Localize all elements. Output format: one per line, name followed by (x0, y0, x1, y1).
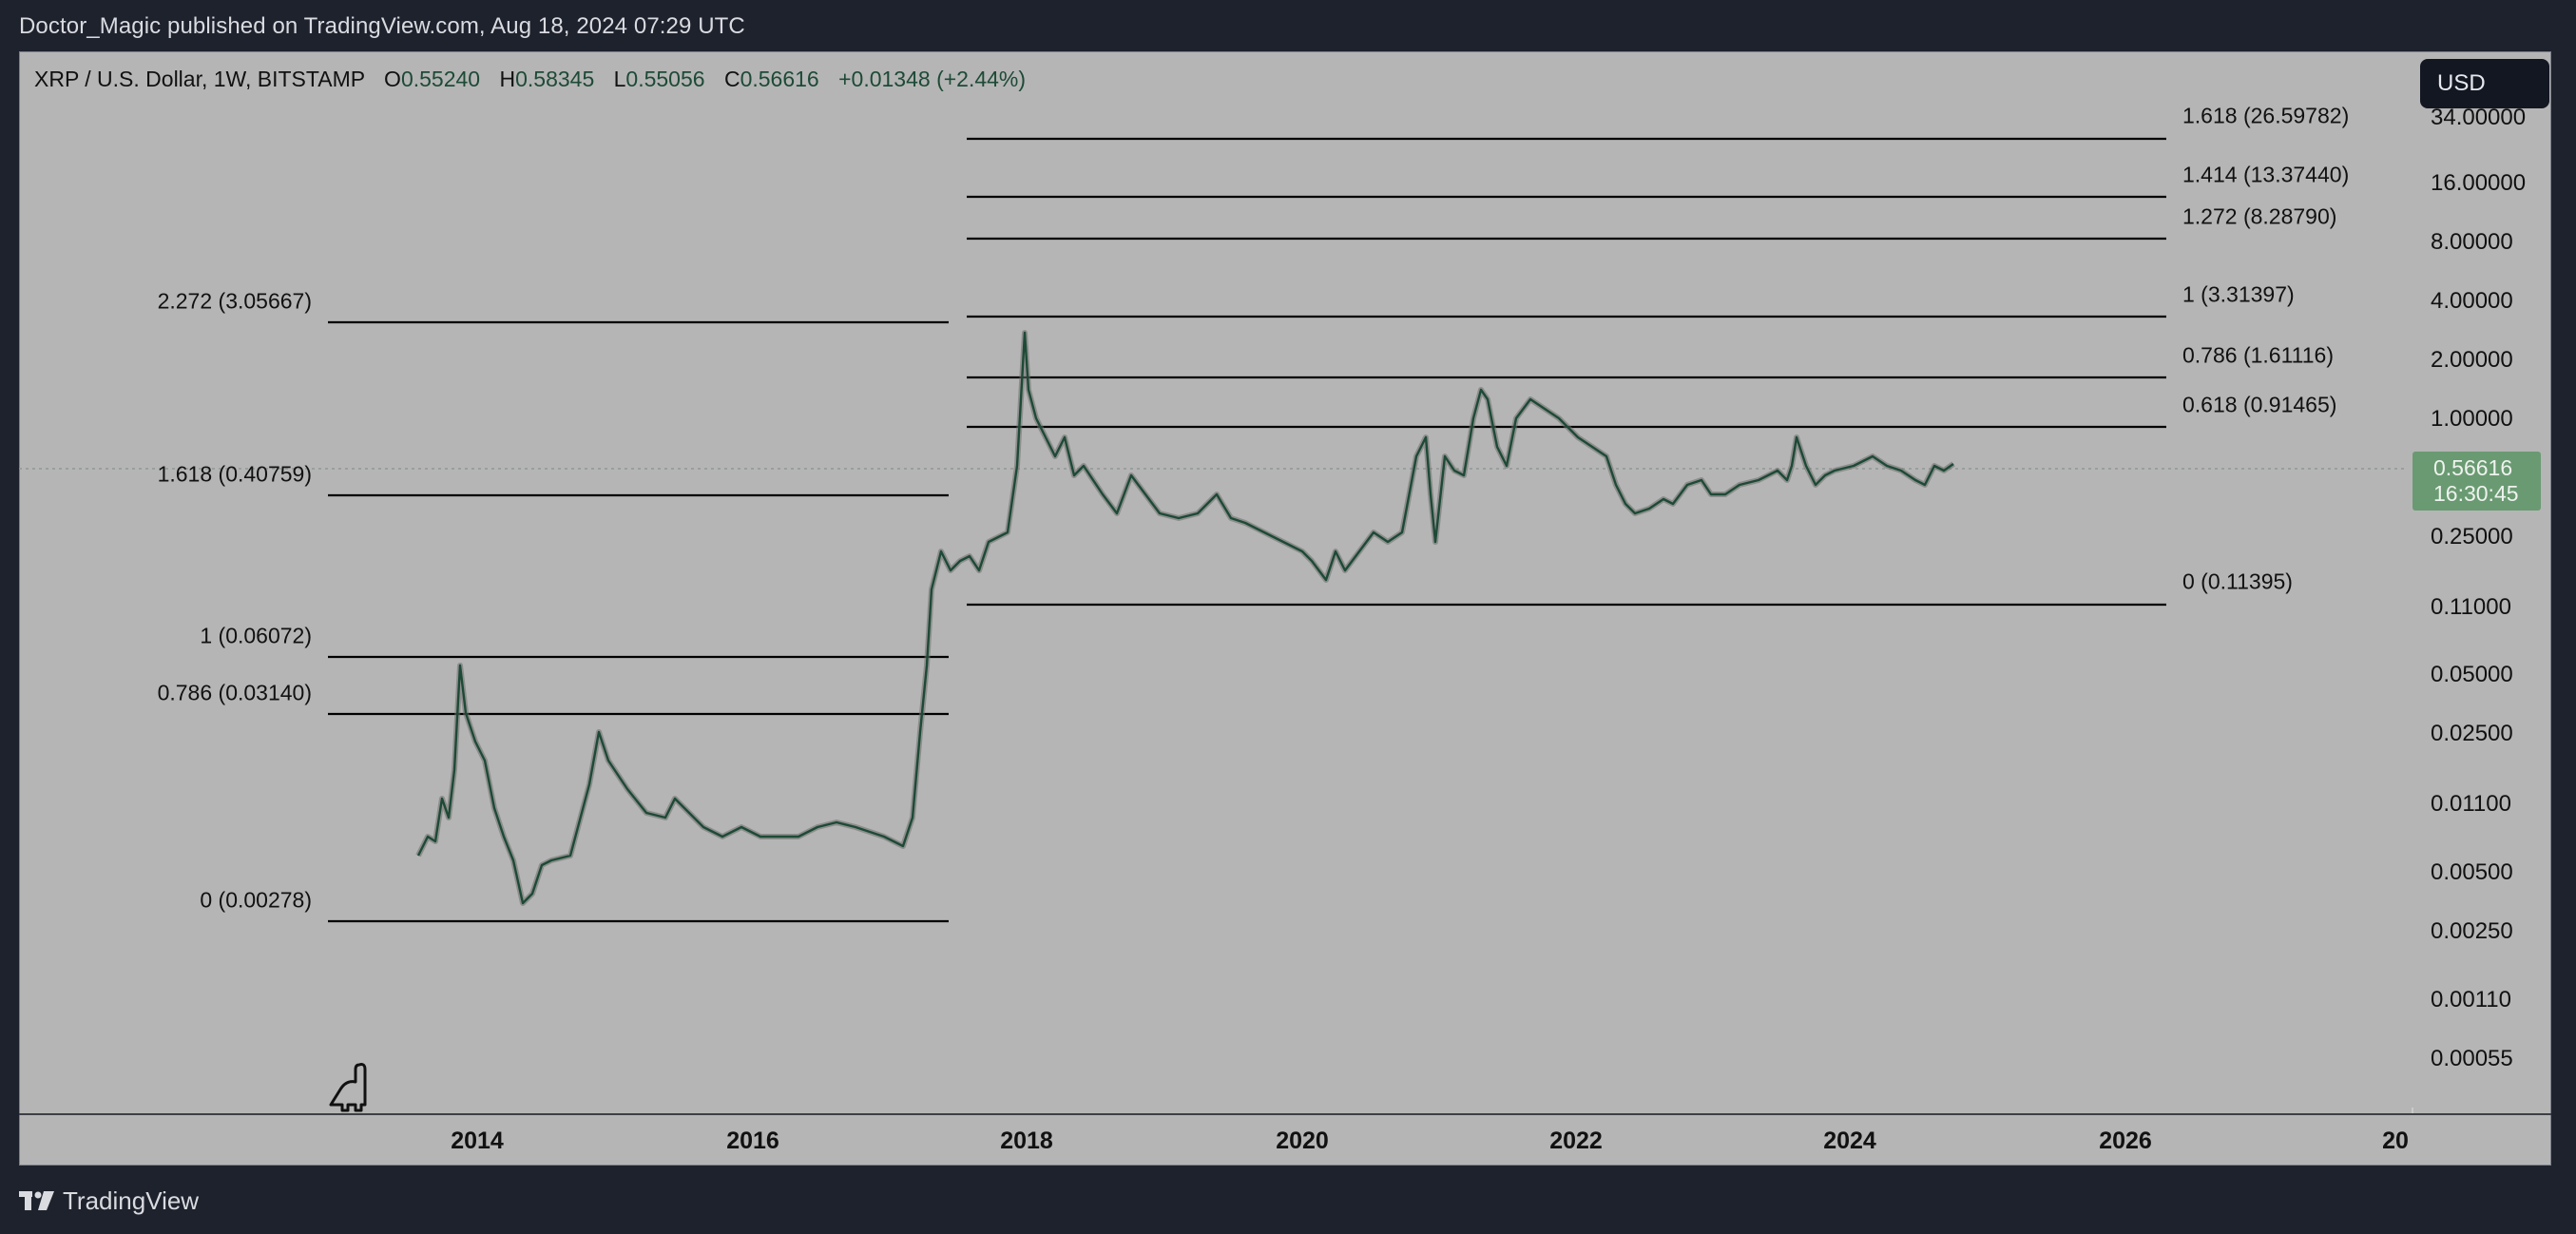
fib1-label-0: 0 (0.00278) (200, 887, 312, 913)
symbol-legend[interactable]: XRP / U.S. Dollar, 1W, BITSTAMP O0.55240… (34, 67, 1026, 92)
open-key: O (384, 67, 401, 91)
y-tick: 4.00000 (2431, 288, 2513, 314)
close-key: C (723, 67, 740, 91)
y-tick: 0.11000 (2431, 594, 2511, 620)
last-price-value: 0.56616 (2433, 455, 2513, 480)
y-tick: 16.00000 (2431, 170, 2527, 196)
fib2-label-1272: 1.272 (8.28790) (2182, 203, 2337, 229)
time-axis-separator (19, 1113, 2551, 1115)
y-tick: 0.25000 (2431, 524, 2513, 550)
dinosaur-icon (329, 1063, 367, 1112)
y-tick: 34.00000 (2431, 105, 2527, 130)
tradingview-logo[interactable]: TradingView (19, 1186, 199, 1216)
fib2-label-0786: 0.786 (1.61116) (2182, 342, 2335, 368)
low-value: 0.55056 (625, 67, 705, 91)
fib2-label-1618: 1.618 (26.59782) (2182, 103, 2350, 128)
chart-panel[interactable] (19, 51, 2551, 1166)
last-price-badge: 0.56616 16:30:45 (2413, 452, 2541, 511)
currency-button[interactable]: USD (2420, 59, 2549, 108)
y-tick: 0.01100 (2431, 791, 2511, 817)
x-tick: 2018 (1000, 1128, 1053, 1154)
symbol-title: XRP / U.S. Dollar, 1W, BITSTAMP (34, 67, 365, 91)
published-line: Doctor_Magic published on TradingView.co… (19, 13, 745, 39)
y-tick: 8.00000 (2431, 229, 2513, 255)
x-tick: 2020 (1276, 1128, 1329, 1154)
y-tick: 0.00110 (2431, 987, 2511, 1012)
y-tick: 0.00055 (2431, 1046, 2513, 1071)
candles (415, 330, 1955, 906)
fib2-label-1414: 1.414 (13.37440) (2182, 162, 2350, 187)
close-value: 0.56616 (740, 67, 819, 91)
x-tick: 2026 (2099, 1128, 2152, 1154)
fib-extension-1-lines (328, 320, 949, 923)
y-tick: 0.05000 (2431, 662, 2513, 687)
fib1-label-2272: 2.272 (3.05667) (157, 288, 312, 314)
open-value: 0.55240 (400, 67, 481, 91)
high-value: 0.58345 (515, 67, 595, 91)
fib2-label-1: 1 (3.31397) (2182, 281, 2295, 307)
y-tick: 0.02500 (2431, 721, 2513, 746)
y-tick: 2.00000 (2431, 347, 2513, 373)
y-tick: 0.00500 (2431, 859, 2513, 885)
change-value: +0.01348 (+2.44%) (838, 67, 1027, 91)
fib2-label-0: 0 (0.11395) (2182, 569, 2293, 594)
high-key: H (499, 67, 516, 91)
tradingview-logo-icon (19, 1190, 54, 1210)
x-tick: 2016 (726, 1128, 779, 1154)
y-tick: 1.00000 (2431, 406, 2513, 432)
x-tick: 2022 (1549, 1128, 1603, 1154)
x-tick: 20 (2382, 1128, 2409, 1154)
low-key: L (613, 67, 626, 91)
bar-countdown: 16:30:45 (2433, 481, 2519, 506)
x-tick: 2024 (1823, 1128, 1876, 1154)
brand-name: TradingView (63, 1186, 200, 1215)
fib1-label-1618: 1.618 (0.40759) (157, 461, 312, 487)
fib-extension-2-lines (967, 137, 2166, 607)
fib2-label-0618: 0.618 (0.91465) (2182, 392, 2337, 417)
fib1-label-0786: 0.786 (0.03140) (157, 680, 312, 705)
y-tick: 0.00250 (2431, 918, 2513, 944)
fib1-label-1: 1 (0.06072) (200, 623, 312, 648)
x-tick: 2014 (451, 1128, 504, 1154)
